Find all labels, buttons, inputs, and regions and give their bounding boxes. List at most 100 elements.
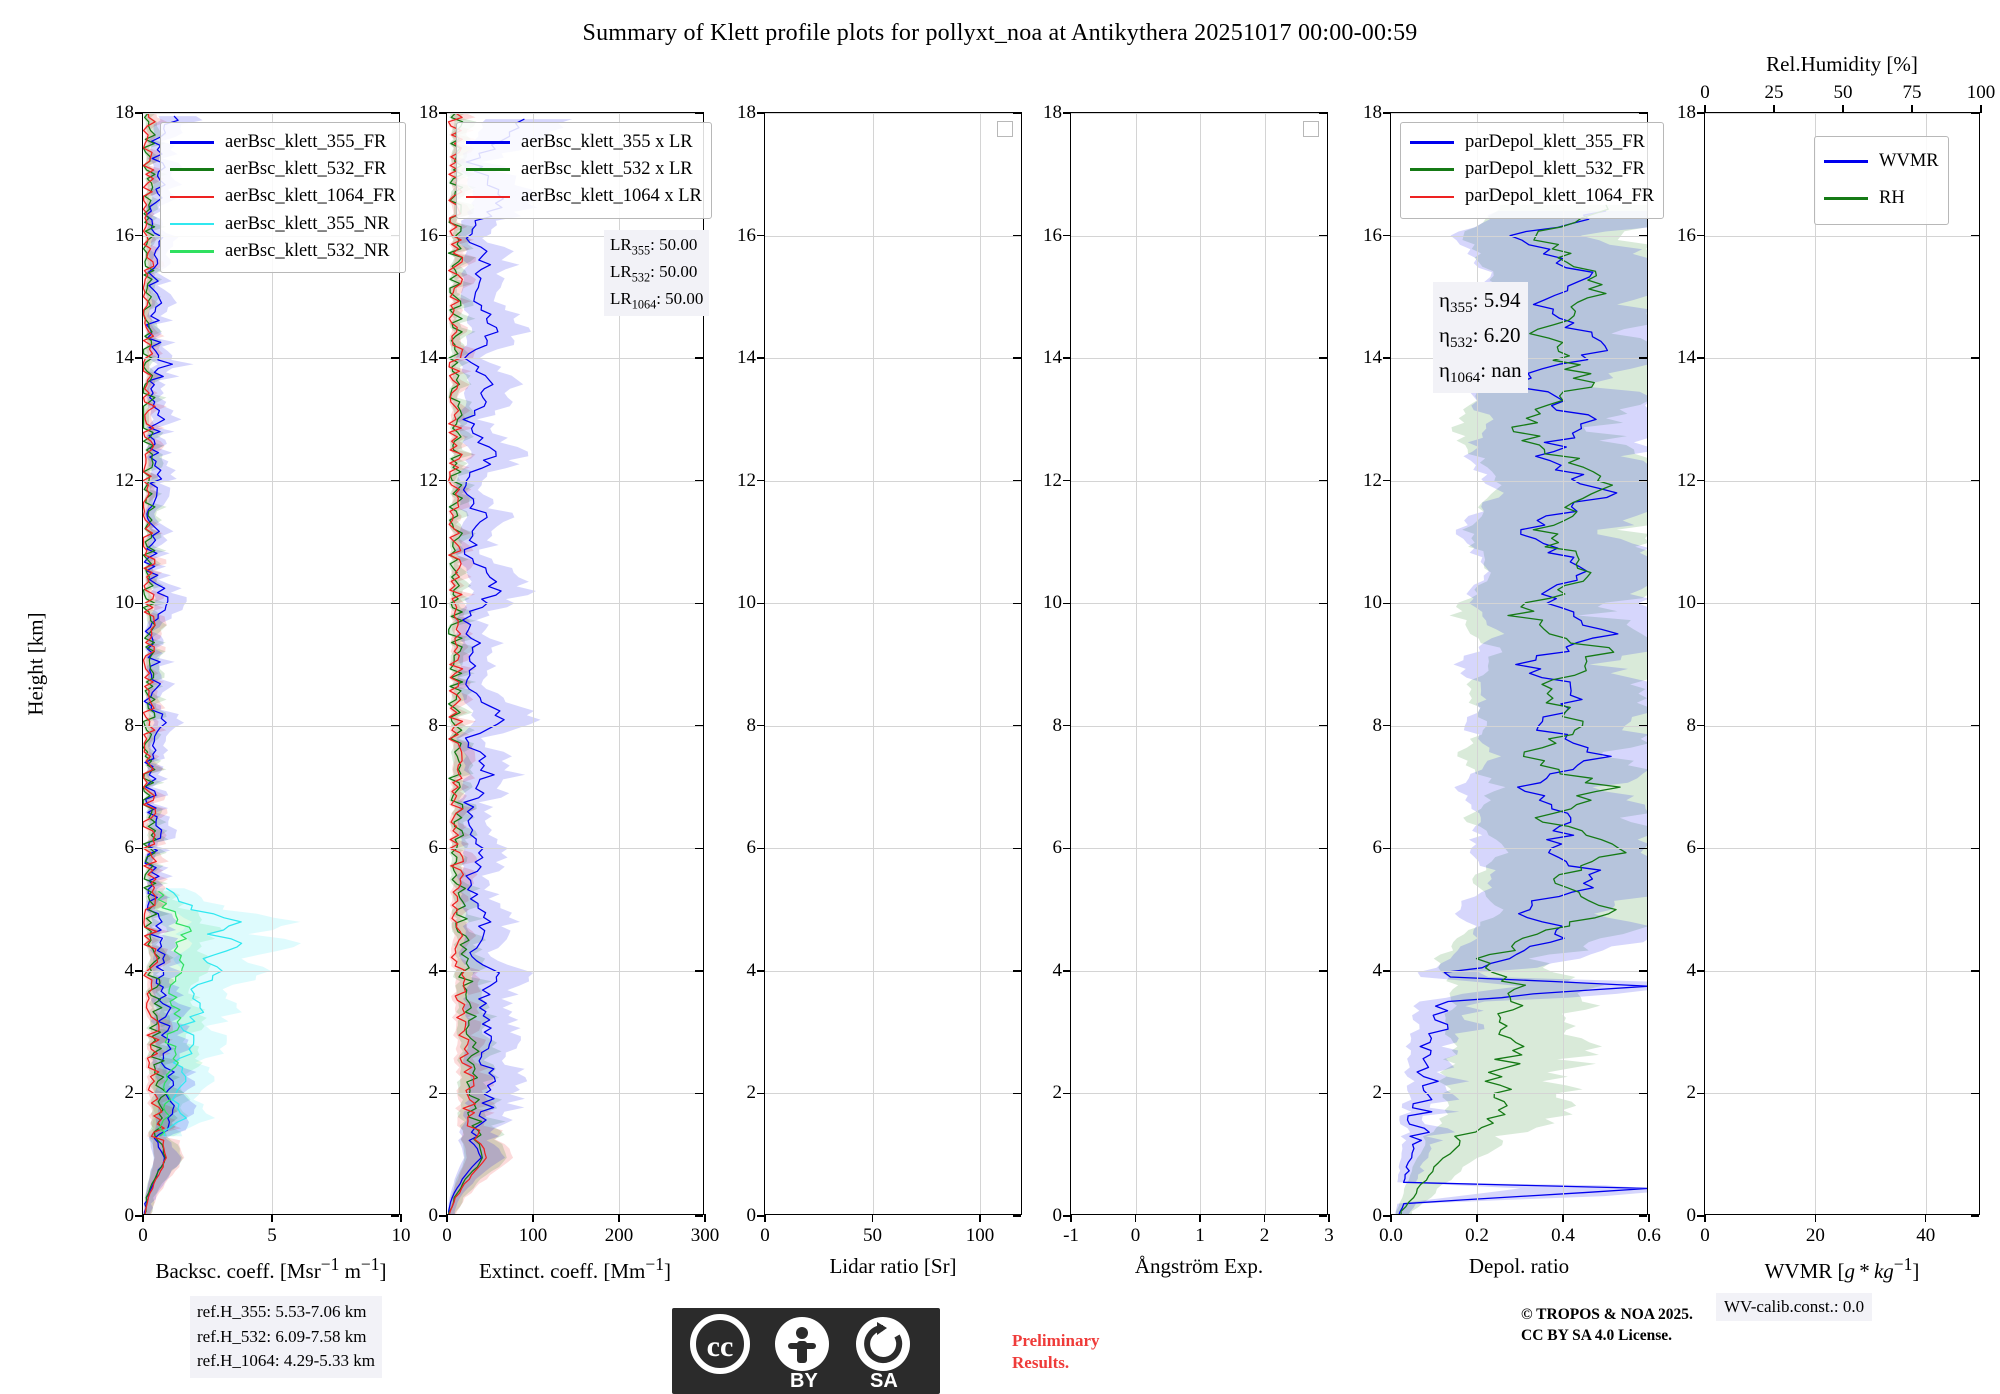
ref-h-532: ref.H_532: 6.09-7.58 km [197,1326,367,1346]
legend-row[interactable]: aerBsc_klett_355_FR [170,129,396,156]
gridline-horizontal [1391,1093,1647,1095]
legend-label: parDepol_klett_355_FR [1465,132,1645,152]
legend-row[interactable]: parDepol_klett_355_FR [1410,129,1654,156]
y-tick-label: 10 [737,592,756,614]
plot-area-wvmr [1705,113,1979,1214]
gridline-horizontal [143,113,399,114]
y-tick-mark [1971,970,1979,972]
x-tick-mark [1390,1214,1392,1222]
wv-calibration-constant-box: WV-calib.const.: 0.0 [1716,1293,1873,1321]
legend-row[interactable]: aerBsc_klett_1064_FR [170,183,396,210]
legend-row[interactable]: RH [1824,180,1939,217]
legend-wvmr[interactable]: WVMR RH [1814,136,1949,225]
legend-depol-ratio[interactable]: parDepol_klett_355_FR parDepol_klett_532_… [1400,122,1665,219]
x-tick-label: 0.4 [1551,1225,1575,1246]
y-tick-mark [1013,725,1021,727]
gridline-horizontal [765,603,1021,605]
y-tick-mark [1697,357,1705,359]
x-tick-mark [1328,1214,1330,1222]
y-tick-label: 14 [1363,347,1382,369]
y-tick-mark [391,112,399,114]
y-tick-mark [695,357,703,359]
gridline-vertical [1135,113,1137,1214]
y-tick-mark [1639,112,1647,114]
legend-row[interactable]: aerBsc_klett_532 x LR [466,156,702,183]
legend-color-swatch [466,168,510,172]
legend-row[interactable]: aerBsc_klett_355 x LR [466,129,702,156]
y-tick-mark [391,1215,399,1217]
legend-color-swatch [1824,197,1868,200]
y-tick-mark [757,602,765,604]
y-tick-label: 16 [1043,224,1062,246]
legend-row[interactable]: WVMR [1824,143,1939,180]
y-tick-mark [1319,479,1327,482]
gridline-horizontal [1071,1093,1327,1095]
y-tick-label: 14 [1043,347,1062,369]
y-tick-mark [1063,112,1071,114]
preliminary-line-1: Preliminary [1012,1331,1100,1350]
gridline-horizontal [447,358,703,360]
legend-row[interactable]: aerBsc_klett_355_NR [170,211,396,238]
backscatter-curves [143,113,301,1214]
gridline-horizontal [765,235,1021,237]
gridline-horizontal [1391,970,1647,972]
y-tick-label: 18 [1043,102,1062,123]
annotation-depol-ratio: η355: 5.94 η532: 6.20 η1064: nan [1433,282,1528,394]
legend-row[interactable]: aerBsc_klett_532_FR [170,156,396,183]
legend-label: aerBsc_klett_532 x LR [521,159,693,180]
gridline-horizontal [765,358,1021,360]
x-tick-mark [979,1214,981,1222]
y-tick-label: 0 [746,1205,757,1226]
gridline-horizontal [143,725,399,727]
y-tick-mark [757,847,765,850]
y-tick-label: 4 [1052,959,1063,981]
top-tick-label: 0 [1700,82,1710,103]
y-tick-mark [757,970,765,972]
legend-row[interactable]: parDepol_klett_532_FR [1410,156,1654,183]
gridline-horizontal [1071,235,1327,237]
y-tick-label: 18 [1677,102,1696,123]
lidar-ratio-curves [765,113,1021,1214]
legend-backscatter[interactable]: aerBsc_klett_355_FR aerBsc_klett_532_FR ae… [160,122,406,273]
x-tick-mark [1070,1214,1072,1222]
legend-color-swatch [466,195,510,199]
x-tick-label: 2 [1259,1225,1270,1246]
y-tick-label: 6 [124,837,135,859]
data-series-aerBsc_klett_355_FR [143,115,179,1214]
legend-color-swatch [170,222,214,226]
gridline-horizontal [447,848,703,850]
annotation-row: LR355: 50.00 [610,235,698,258]
y-tick-mark [1639,725,1647,727]
y-tick-mark [439,1092,447,1095]
extinction-curves [447,113,573,1214]
x-tick-mark [1134,1214,1137,1222]
y-tick-mark [1063,725,1071,727]
y-tick-mark [439,234,447,237]
legend-row[interactable]: parDepol_klett_1064_FR [1410,183,1654,210]
legend-color-swatch [466,141,510,144]
legend-label: RH [1879,188,1905,208]
y-tick-mark [1063,970,1071,972]
empty-legend-box-lidar-ratio [997,121,1013,137]
uncertainty-band-aerBsc_klett_1064 x LR [447,113,514,1214]
gridline-horizontal [1391,235,1647,237]
y-tick-mark [1383,847,1391,850]
legend-row[interactable]: aerBsc_klett_532_NR [170,238,396,265]
y-tick-label: 6 [1052,837,1063,859]
legend-color-swatch [170,250,214,253]
figure-title: Summary of Klett profile plots for polly… [582,20,1418,46]
gridline-horizontal [1391,603,1647,605]
x-axis-label: Ångström Exp. [1134,1254,1264,1278]
y-tick-mark [757,1092,765,1095]
y-tick-label: 8 [1052,714,1063,736]
gridline-horizontal [1391,113,1647,114]
y-tick-label: 18 [419,102,438,123]
legend-extinction[interactable]: aerBsc_klett_355 x LR aerBsc_klett_532 x … [456,122,712,219]
plot-area-backscatter [143,113,399,1214]
y-tick-mark [439,602,447,604]
cc-sa-label: SA [870,1370,898,1392]
y-tick-mark [1697,970,1705,972]
annotation-extinction: LR355: 50.00 LR532: 50.00 LR1064: 50.00 [604,230,710,317]
legend-row[interactable]: aerBsc_klett_1064 x LR [466,183,702,210]
y-tick-label: 12 [1043,469,1062,491]
